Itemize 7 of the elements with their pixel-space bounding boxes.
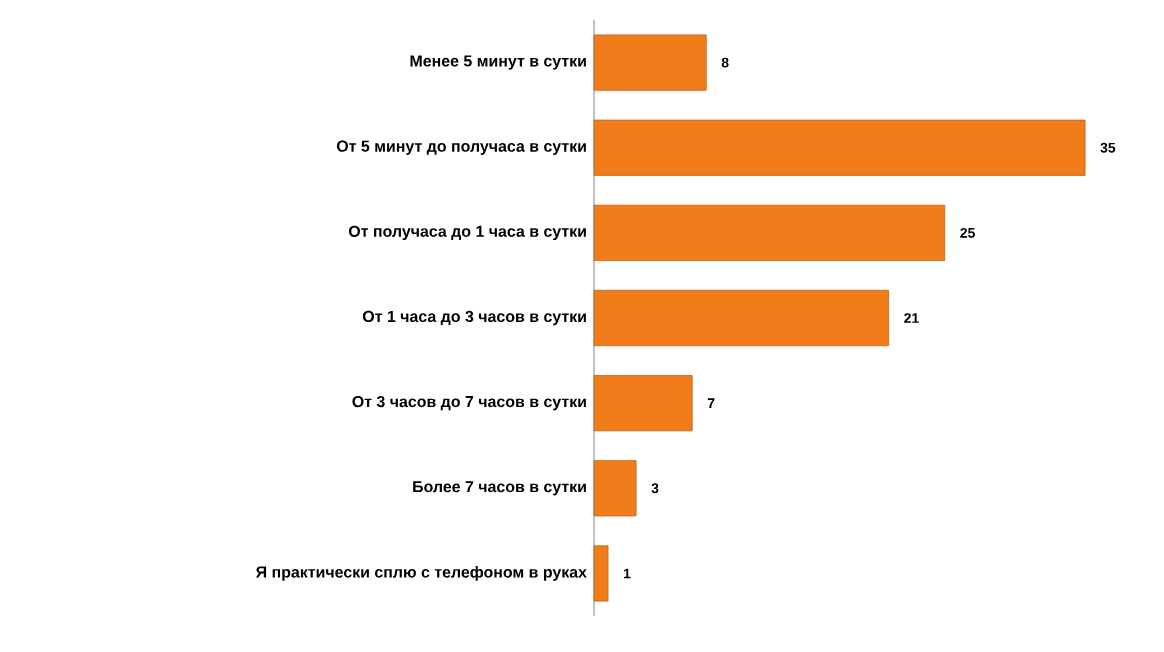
bar xyxy=(593,34,707,91)
bar xyxy=(593,289,890,347)
bar xyxy=(593,204,946,261)
bar xyxy=(593,119,1086,176)
bar xyxy=(593,375,693,432)
bar xyxy=(593,545,609,602)
bar xyxy=(593,460,637,517)
